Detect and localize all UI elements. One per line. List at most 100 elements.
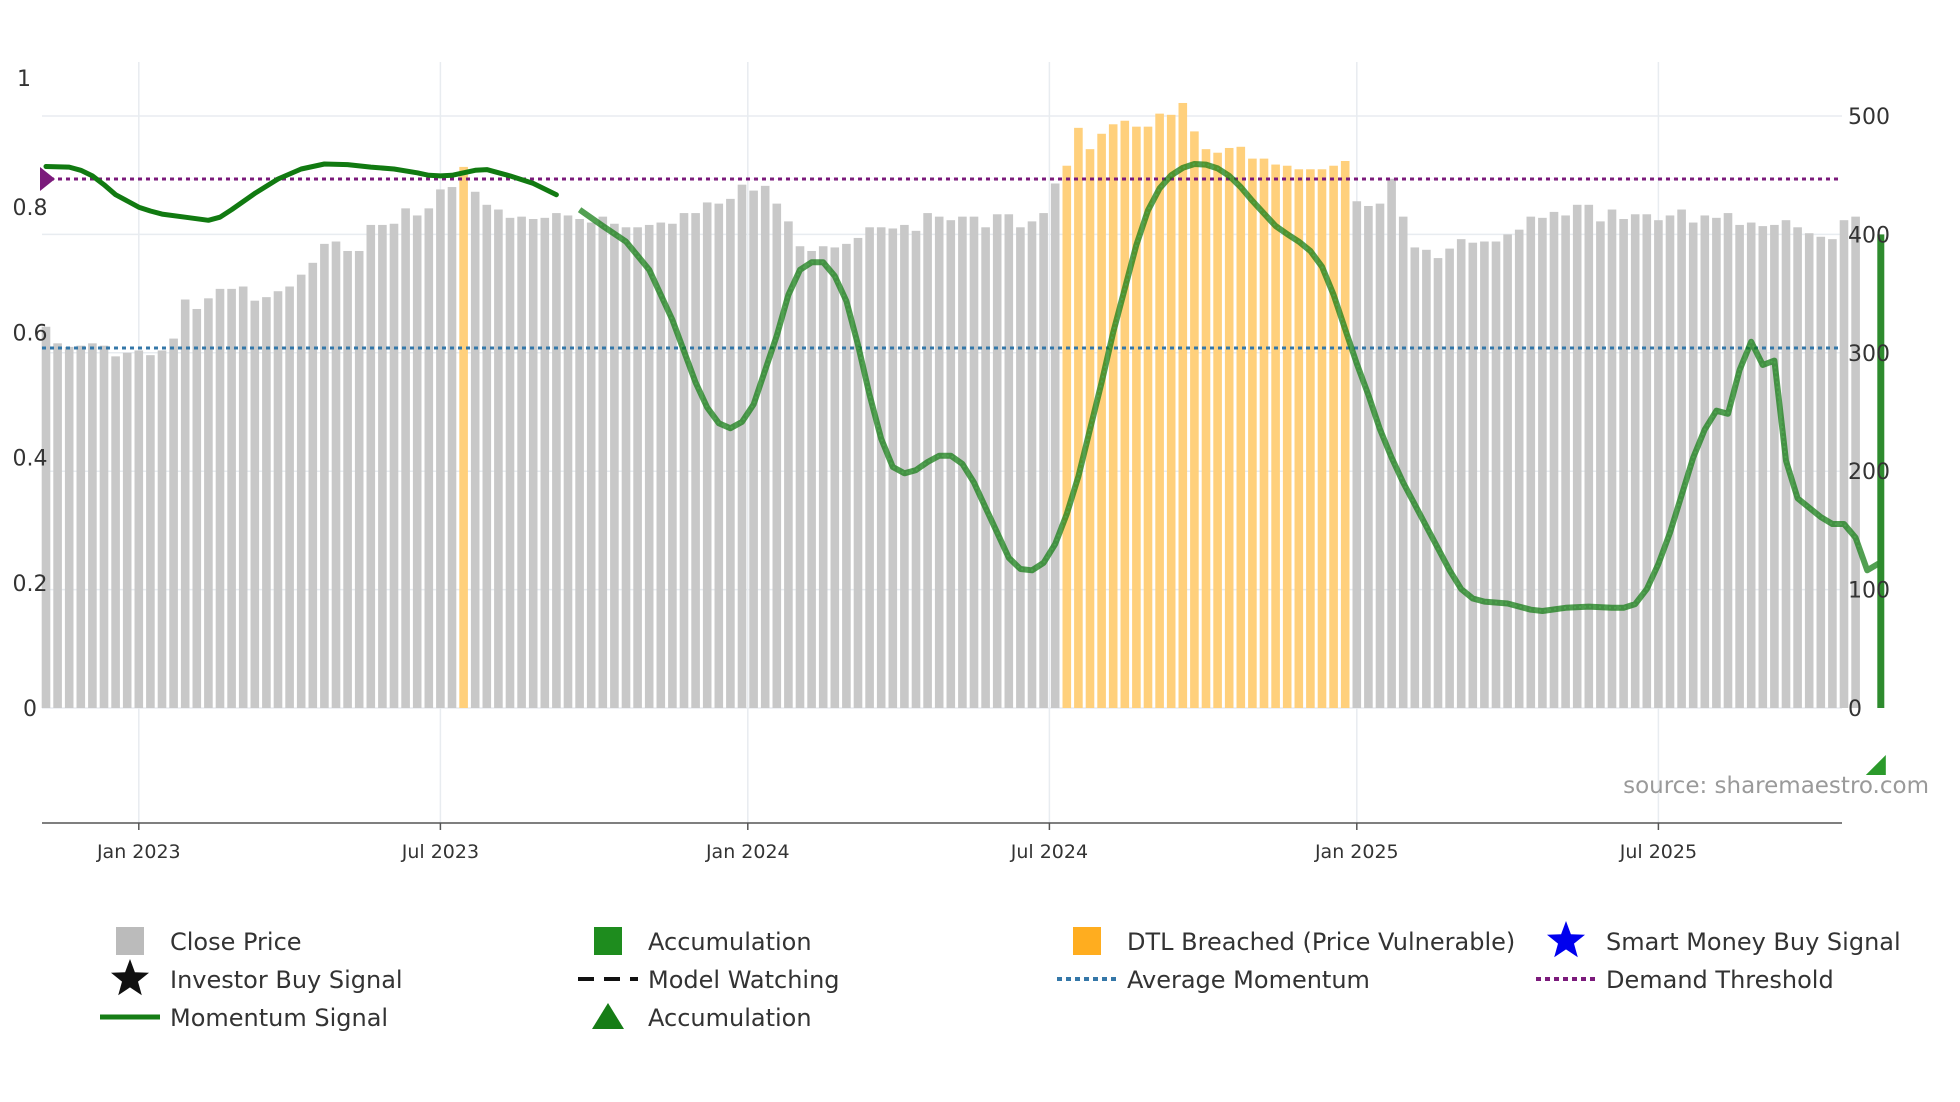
- dtl-breached-bar: [1097, 133, 1106, 708]
- legend-item: Accumulation: [594, 927, 812, 956]
- close-price-bar: [53, 343, 62, 708]
- close-price-bar: [1387, 178, 1396, 708]
- right-axis-tick-label: 100: [1848, 579, 1890, 604]
- close-price-bar: [1375, 203, 1385, 708]
- close-price-bar: [505, 217, 515, 708]
- close-price-bar: [586, 222, 596, 708]
- close-price-bar: [1480, 241, 1489, 708]
- momentum-signal-faded-outer: [577, 161, 1881, 614]
- close-price-bar: [1642, 214, 1652, 708]
- x-tick-label: Jul 2024: [1010, 841, 1088, 863]
- source-watermark: source: sharemaestro.com: [1623, 773, 1929, 799]
- close-price-bar: [656, 222, 666, 708]
- x-tick-label: Jan 2025: [1314, 841, 1399, 863]
- legend-item: Average Momentum: [1057, 966, 1370, 994]
- reference-lines: [42, 177, 1842, 350]
- legend-label: Accumulation: [648, 1004, 812, 1032]
- close-price-bar: [1445, 248, 1454, 708]
- dtl-breached-bar: [1120, 120, 1130, 708]
- close-price-bar: [76, 345, 86, 708]
- left-axis-tick-label: 0.8: [13, 196, 48, 221]
- close-price-bar: [1549, 211, 1559, 709]
- dtl-breached-bar: [1271, 164, 1280, 708]
- close-price-bar: [1538, 217, 1547, 708]
- dtl-breached-bar: [1155, 113, 1164, 708]
- close-price-bar: [540, 217, 550, 708]
- dtl-breached-bar: [1178, 102, 1188, 708]
- close-price-bar: [366, 224, 376, 709]
- close-price-bar: [1607, 209, 1617, 708]
- close-price-bar: [876, 227, 886, 708]
- close-price-bar: [737, 184, 747, 708]
- close-price-bar: [99, 345, 109, 708]
- accumulation-triangle-marker: [1865, 755, 1886, 775]
- legend-label: DTL Breached (Price Vulnerable): [1127, 928, 1515, 956]
- close-price-bar: [1851, 216, 1860, 708]
- close-price-bar: [1352, 201, 1362, 709]
- close-price-bar: [343, 250, 352, 708]
- legend-item: Accumulation: [592, 1003, 812, 1032]
- close-price-bar: [900, 224, 909, 709]
- right-axis-tick-label: 400: [1848, 223, 1890, 248]
- x-tick-label: Jan 2023: [96, 841, 181, 863]
- legend-item: Smart Money Buy Signal: [1547, 921, 1901, 958]
- close-price-bar: [992, 214, 1002, 708]
- close-price-bar: [714, 203, 724, 708]
- close-price-bar: [424, 208, 434, 709]
- left-axis-tick-label: 0.2: [13, 572, 48, 597]
- close-price-bar: [285, 286, 294, 708]
- close-price-bar: [238, 286, 248, 708]
- close-price-bar: [668, 223, 677, 708]
- close-price-bar: [412, 215, 422, 708]
- dtl-breached-bar: [1074, 127, 1083, 709]
- legend-label: Average Momentum: [1127, 966, 1370, 994]
- close-price-bar: [528, 219, 538, 708]
- dtl-breached-bar: [1236, 146, 1246, 708]
- close-price-bar: [1468, 242, 1478, 709]
- close-price-bar: [1596, 221, 1605, 708]
- legend-item: DTL Breached (Price Vulnerable): [1073, 927, 1515, 956]
- close-price-bar: [331, 241, 341, 708]
- close-price-bar: [1816, 236, 1826, 708]
- legend-label: Model Watching: [648, 966, 840, 994]
- close-price-bars: [41, 102, 1860, 709]
- chart-markers: [40, 167, 1886, 775]
- legend-label: Demand Threshold: [1606, 966, 1834, 994]
- close-price-bar: [447, 187, 457, 709]
- close-price-bar: [1735, 224, 1744, 709]
- close-price-bar: [1433, 258, 1443, 708]
- close-price-bar: [482, 204, 492, 709]
- close-price-bar: [633, 227, 642, 708]
- close-price-bar: [1793, 227, 1802, 708]
- close-price-bar: [807, 250, 816, 708]
- x-tick-label: Jan 2024: [705, 841, 790, 863]
- close-price-bar: [1700, 215, 1710, 708]
- close-price-bar: [1572, 204, 1582, 709]
- close-price-bar: [320, 243, 329, 708]
- close-price-bar: [702, 202, 712, 708]
- close-price-bar: [494, 209, 503, 708]
- close-price-bar: [691, 213, 700, 708]
- legend-label: Close Price: [170, 928, 302, 956]
- start-marker-diamond: [40, 167, 55, 192]
- close-price-bar: [1410, 247, 1420, 708]
- left-axis-tick-label: 1: [17, 67, 31, 92]
- close-price-bar: [88, 343, 97, 708]
- left-axis-tick-label: 0.6: [13, 321, 48, 346]
- close-price-bar: [946, 220, 956, 708]
- close-price-bar: [192, 308, 202, 708]
- close-price-bar: [1630, 214, 1640, 708]
- close-price-bar: [308, 262, 318, 708]
- close-price-bar: [1758, 226, 1768, 708]
- legend-label: Investor Buy Signal: [170, 966, 403, 994]
- close-price-bar: [1027, 221, 1037, 708]
- close-price-bar: [1514, 229, 1524, 708]
- close-price-bar: [1770, 224, 1779, 709]
- momentum-signal-solid: [43, 161, 559, 223]
- close-price-bar: [726, 198, 735, 708]
- close-price-bar: [64, 346, 74, 708]
- close-price-bar: [389, 223, 399, 708]
- dtl-breached-bar: [1132, 126, 1141, 708]
- close-price-bar: [830, 247, 840, 708]
